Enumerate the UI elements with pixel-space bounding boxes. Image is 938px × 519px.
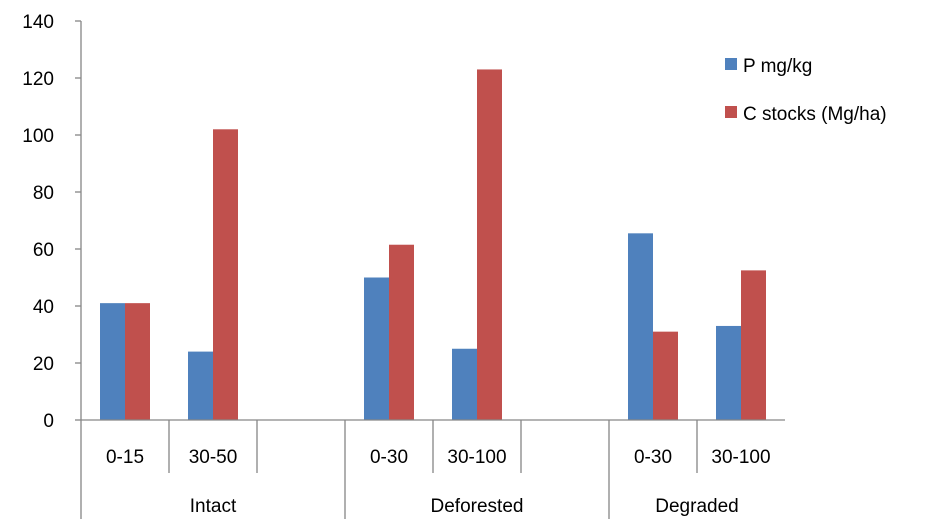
category-label: 0-30 <box>370 447 408 468</box>
category-label: 0-15 <box>106 447 144 468</box>
y-tick-label: 60 <box>33 240 54 261</box>
legend-label: P mg/kg <box>743 56 812 77</box>
y-tick-label: 40 <box>33 297 54 318</box>
y-tick-label: 80 <box>33 183 54 204</box>
category-label: 30-50 <box>189 447 238 468</box>
group-label: Deforested <box>431 496 524 517</box>
bar-p-0 <box>100 303 125 420</box>
bar-c-0 <box>125 303 150 420</box>
bar-c-3 <box>389 244 414 420</box>
bar-c-4 <box>477 69 502 420</box>
bar-c-1 <box>213 129 238 421</box>
legend-swatch <box>725 106 737 118</box>
bar-p-3 <box>364 277 389 420</box>
bar-c-6 <box>653 331 678 420</box>
bar-p-1 <box>188 351 213 420</box>
x-axis: 0-15 30-50 0-30 30-100 0-30 30-100 Intact Defor… <box>80 419 785 519</box>
y-tick-label: 100 <box>22 126 54 147</box>
group-label: Degraded <box>655 496 738 517</box>
legend: P mg/kg C stocks (Mg/ha) <box>725 56 887 125</box>
legend-swatch <box>725 58 737 70</box>
bar-c-7 <box>741 270 766 420</box>
bar-p-4 <box>452 348 477 420</box>
bars <box>100 69 766 421</box>
category-label: 0-30 <box>634 447 672 468</box>
y-axis: 0 20 40 60 80 100 120 140 <box>22 12 82 432</box>
bar-p-6 <box>628 233 653 420</box>
y-tick-label: 0 <box>43 411 54 432</box>
y-tick-label: 120 <box>22 69 54 90</box>
group-label: Intact <box>190 496 237 517</box>
y-tick-label: 140 <box>22 12 54 33</box>
bar-p-7 <box>716 325 741 420</box>
category-label: 30-100 <box>447 447 506 468</box>
y-tick-label: 20 <box>33 354 54 375</box>
legend-label: C stocks (Mg/ha) <box>743 104 887 125</box>
category-label: 30-100 <box>711 447 770 468</box>
